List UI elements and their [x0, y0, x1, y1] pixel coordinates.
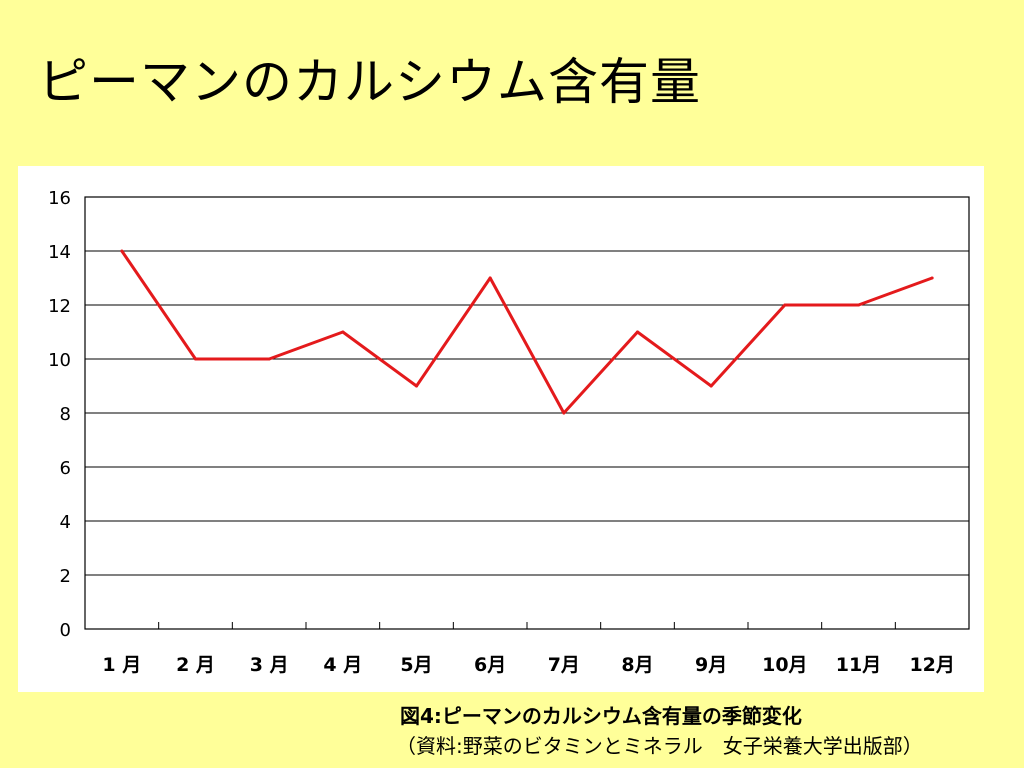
x-tick-label: 7月 — [548, 654, 580, 676]
y-tick-label: 2 — [60, 566, 71, 587]
data-point — [562, 411, 566, 415]
y-tick-label: 8 — [60, 404, 71, 425]
slide-title: ピーマンのカルシウム含有量 — [38, 53, 701, 111]
data-point — [267, 357, 271, 361]
x-tick-label: 9月 — [695, 654, 727, 676]
x-tick-label: 5月 — [400, 654, 432, 676]
x-tick-label: 8月 — [621, 654, 653, 676]
y-tick-label: 0 — [60, 620, 71, 641]
y-tick-label: 10 — [48, 350, 71, 371]
x-tick-label: 4 月 — [323, 654, 362, 676]
figure-caption: 図4:ピーマンのカルシウム含有量の季節変化 — [400, 704, 802, 728]
data-point — [120, 249, 124, 253]
data-point — [857, 303, 860, 307]
chart-panel: 0 2 4 6 8 10 12 14 16 1 月 2 月 3 月 4 月 5月 6月 7月 8月 9月 10月 11… — [18, 166, 984, 692]
x-tick-label: 3 月 — [250, 654, 289, 676]
y-tick-label: 4 — [60, 512, 71, 533]
x-tick-label: 10月 — [762, 654, 807, 676]
x-tick-label: 1 月 — [102, 654, 141, 676]
data-point — [930, 276, 934, 280]
x-tick-label: 2 月 — [176, 654, 215, 676]
line-chart: 0 2 4 6 8 10 12 14 16 1 月 2 月 3 月 4 月 5月 6月 7月 8月 9月 10月 11… — [48, 188, 970, 676]
data-point — [415, 384, 418, 388]
source-note: （資料:野菜のビタミンとミネラル 女子栄養大学出版部） — [396, 734, 923, 758]
x-tick-label: 12月 — [909, 654, 954, 676]
x-tick-label: 6月 — [474, 654, 506, 676]
data-point — [783, 303, 787, 307]
data-point — [194, 357, 197, 361]
data-point — [636, 330, 639, 334]
y-tick-label: 14 — [48, 242, 71, 263]
series-line — [120, 250, 933, 415]
y-tick-label: 6 — [60, 458, 71, 479]
y-tick-label: 16 — [48, 188, 71, 209]
data-point — [341, 330, 345, 334]
x-tick-label: 11月 — [836, 654, 881, 676]
data-point — [488, 276, 492, 280]
y-tick-label: 12 — [48, 296, 71, 317]
data-point — [709, 384, 713, 388]
